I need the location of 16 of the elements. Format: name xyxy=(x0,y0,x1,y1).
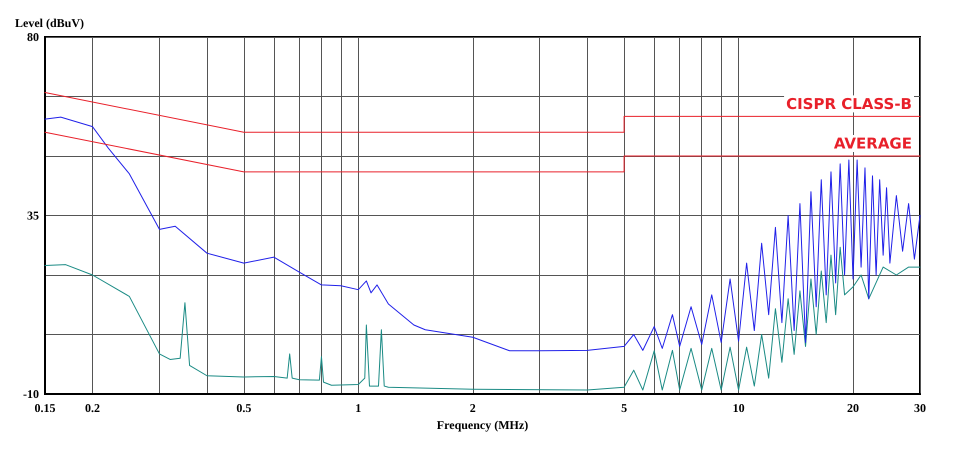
x-tick-label: 10 xyxy=(732,401,745,415)
x-axis-title: Frequency (MHz) xyxy=(436,418,528,432)
x-tick-label: 2 xyxy=(470,401,476,415)
series-label: AVERAGE xyxy=(834,134,912,152)
series-label: CISPR CLASS-B xyxy=(786,94,912,113)
y-tick-label: -10 xyxy=(23,387,39,401)
x-tick-label: 0.5 xyxy=(236,401,252,415)
y-tick-label: 35 xyxy=(27,208,39,222)
x-tick-label: 5 xyxy=(621,401,628,415)
x-tick-label: 0.2 xyxy=(85,401,100,415)
x-tick-label: 0.15 xyxy=(34,401,56,415)
y-axis-title: Level (dBuV) xyxy=(15,16,84,30)
x-tick-label: 1 xyxy=(355,401,362,415)
y-tick-label: 80 xyxy=(27,30,39,44)
x-tick-label: 30 xyxy=(914,401,926,415)
x-tick-label: 20 xyxy=(847,401,860,415)
